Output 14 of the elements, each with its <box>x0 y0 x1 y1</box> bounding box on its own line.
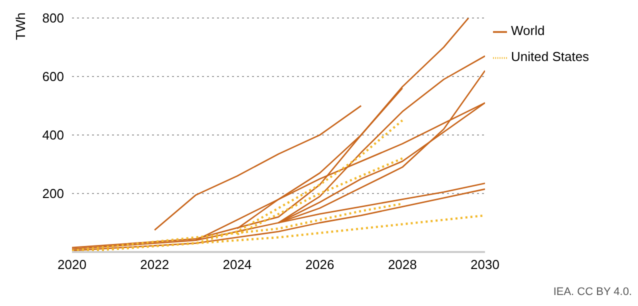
legend-label: World <box>511 23 545 38</box>
y-axis-title: TWh <box>13 12 28 40</box>
x-tick-label: 2022 <box>140 257 170 272</box>
y-tick-label: 600 <box>42 69 64 84</box>
x-tick-label: 2028 <box>388 257 417 272</box>
y-tick-label: 400 <box>42 128 64 143</box>
x-tick-label: 2026 <box>305 257 334 272</box>
x-tick-label: 2020 <box>58 257 86 272</box>
x-tick-label: 2024 <box>222 257 252 272</box>
text: IEA. CC BY 4.0. <box>553 286 632 298</box>
y-tick-label: 200 <box>42 186 64 202</box>
x-tick-label: 2030 <box>470 257 500 272</box>
legend-label: United States <box>511 49 590 64</box>
y-tick-label: 800 <box>42 10 64 26</box>
